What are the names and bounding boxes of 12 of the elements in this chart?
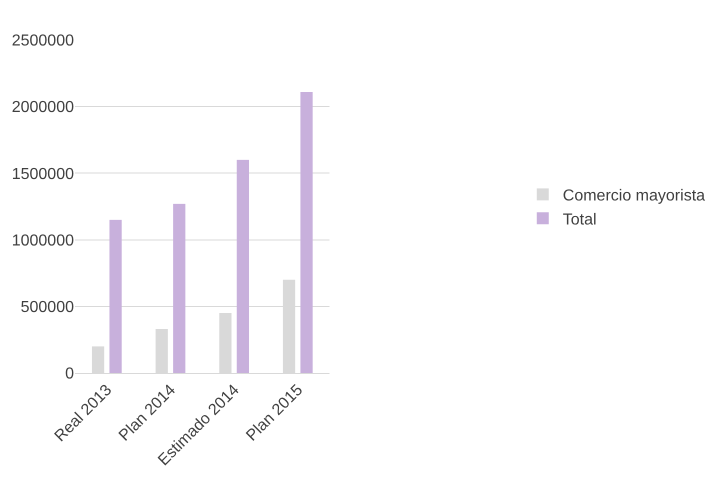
legend-label: Total [562,211,597,228]
bar [236,160,250,373]
y-tick-label: 2500000 [12,32,74,50]
y-tick-label: 0 [65,366,74,383]
bar [109,220,122,373]
y-tick-label: 2000000 [12,99,74,116]
bar [300,92,313,373]
y-tick-label: 500000 [20,299,74,316]
y-tick-label: 1500000 [12,166,74,183]
bar [173,204,186,373]
y-tick-label: 1000000 [12,232,74,250]
legend-label: Comercio mayorista [562,188,706,205]
